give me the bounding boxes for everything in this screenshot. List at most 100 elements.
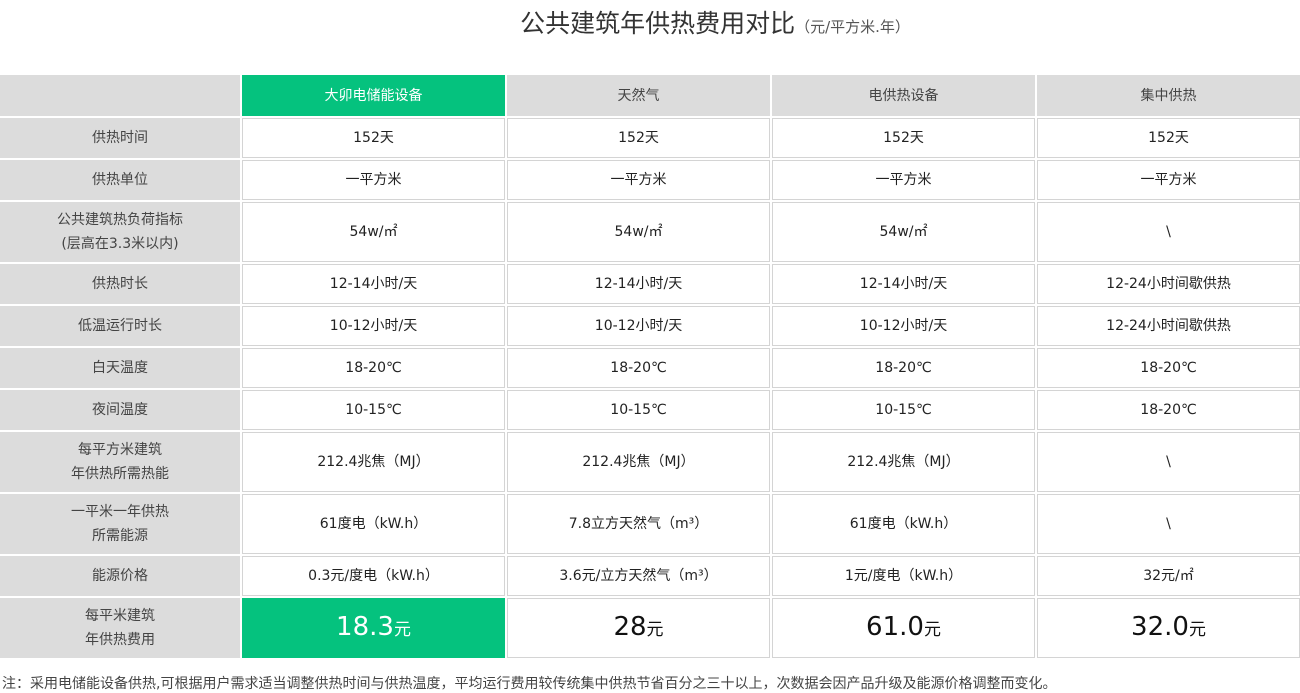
- row-label-line: 低温运行时长: [78, 318, 162, 334]
- cost-value: 28: [613, 611, 647, 642]
- table-cell: 10-15℃: [772, 390, 1035, 430]
- cost-value: 32.0: [1131, 611, 1189, 642]
- row-label-line: 所需能源: [92, 528, 148, 544]
- column-header: 天然气: [507, 75, 770, 116]
- table-row: 夜间温度 10-15℃ 10-15℃ 10-15℃ 18-20℃: [0, 390, 1300, 430]
- table-cell: 12-14小时/天: [507, 264, 770, 304]
- table-row: 供热时间 152天 152天 152天 152天: [0, 118, 1300, 158]
- comparison-table: 大卯电储能设备 天然气 电供热设备 集中供热 供热时间 152天 152天 152天 152天供…: [0, 73, 1300, 660]
- row-label: 供热时长: [0, 264, 240, 304]
- footnote: 注：采用电储能设备供热,可根据用户需求适当调整供热时间与供热温度，平均运行费用较…: [2, 676, 1057, 692]
- cost-value: 61.0: [866, 611, 924, 642]
- table-cell: 12-14小时/天: [772, 264, 1035, 304]
- table-cell: \: [1037, 432, 1300, 492]
- column-header: 电供热设备: [772, 75, 1035, 116]
- cost-cell: 32.0元: [1037, 598, 1300, 658]
- row-label-line: 能源价格: [92, 568, 148, 584]
- table-row: 一平米一年供热 所需能源 61度电（kW.h） 7.8立方天然气（m³） 61度电（kW…: [0, 494, 1300, 554]
- table-cell: 12-24小时间歇供热: [1037, 306, 1300, 346]
- page-title: 公共建筑年供热费用对比（元/平方米.年）: [0, 4, 1300, 40]
- table-cell: 61度电（kW.h）: [242, 494, 505, 554]
- table-cell: 一平方米: [242, 160, 505, 200]
- table-cell: 152天: [507, 118, 770, 158]
- table-cell: 一平方米: [1037, 160, 1300, 200]
- row-label-line: 夜间温度: [92, 402, 148, 418]
- row-label-line: 供热单位: [92, 172, 148, 188]
- table-cell: 54w/㎡: [507, 202, 770, 262]
- header-row: 大卯电储能设备 天然气 电供热设备 集中供热: [0, 75, 1300, 116]
- table-row: 低温运行时长 10-12小时/天 10-12小时/天 10-12小时/天 12-24小时…: [0, 306, 1300, 346]
- row-label: 夜间温度: [0, 390, 240, 430]
- row-label: 白天温度: [0, 348, 240, 388]
- row-label-line: 年供热所需热能: [71, 466, 169, 482]
- table-cell: 18-20℃: [1037, 390, 1300, 430]
- cost-cell: 61.0元: [772, 598, 1035, 658]
- table-cell: 一平方米: [507, 160, 770, 200]
- table-cell: 18-20℃: [507, 348, 770, 388]
- table-row: 白天温度 18-20℃ 18-20℃ 18-20℃ 18-20℃: [0, 348, 1300, 388]
- table-cell: 212.4兆焦（MJ）: [242, 432, 505, 492]
- row-label-line: 白天温度: [92, 360, 148, 376]
- table-row: 每平方米建筑 年供热所需热能 212.4兆焦（MJ） 212.4兆焦（MJ） 212.4…: [0, 432, 1300, 492]
- table-cell: 54w/㎡: [772, 202, 1035, 262]
- table-cell: 12-24小时间歇供热: [1037, 264, 1300, 304]
- row-label: 一平米一年供热 所需能源: [0, 494, 240, 554]
- table-row: 能源价格 0.3元/度电（kW.h） 3.6元/立方天然气（m³） 1元/度电（kW.…: [0, 556, 1300, 596]
- table-cell: 152天: [242, 118, 505, 158]
- table-cell: 18-20℃: [242, 348, 505, 388]
- cost-unit: 元: [923, 619, 941, 640]
- row-label-line: 一平米一年供热: [71, 504, 169, 520]
- row-label: 供热单位: [0, 160, 240, 200]
- table-cell: \: [1037, 202, 1300, 262]
- cost-cell: 28元: [507, 598, 770, 658]
- table-cell: 32元/㎡: [1037, 556, 1300, 596]
- row-label: 供热时间: [0, 118, 240, 158]
- table-row: 供热单位 一平方米 一平方米 一平方米 一平方米: [0, 160, 1300, 200]
- row-label-line: 公共建筑热负荷指标: [57, 212, 183, 228]
- column-header: 大卯电储能设备: [242, 75, 505, 116]
- table-cell: 212.4兆焦（MJ）: [507, 432, 770, 492]
- table-cell: 10-12小时/天: [507, 306, 770, 346]
- cost-cell: 18.3元: [242, 598, 505, 658]
- table-cell: 54w/㎡: [242, 202, 505, 262]
- table-cell: 7.8立方天然气（m³）: [507, 494, 770, 554]
- table-cell: 3.6元/立方天然气（m³）: [507, 556, 770, 596]
- row-label: 能源价格: [0, 556, 240, 596]
- column-header: 集中供热: [1037, 75, 1300, 116]
- table-cell: 一平方米: [772, 160, 1035, 200]
- table-row: 公共建筑热负荷指标 (层高在3.3米以内) 54w/㎡ 54w/㎡ 54w/㎡ \: [0, 202, 1300, 262]
- row-label-line: (层高在3.3米以内): [61, 236, 179, 252]
- cost-row: 每平米建筑 年供热费用 18.3元 28元 61.0元 32.0元: [0, 598, 1300, 658]
- row-label: 低温运行时长: [0, 306, 240, 346]
- table-cell: 12-14小时/天: [242, 264, 505, 304]
- table-cell: 18-20℃: [1037, 348, 1300, 388]
- table-cell: 10-15℃: [242, 390, 505, 430]
- cost-unit: 元: [1188, 619, 1206, 640]
- row-label-line: 供热时长: [92, 276, 148, 292]
- table-cell: 212.4兆焦（MJ）: [772, 432, 1035, 492]
- row-label: 公共建筑热负荷指标 (层高在3.3米以内): [0, 202, 240, 262]
- cost-unit: 元: [646, 619, 664, 640]
- table-cell: \: [1037, 494, 1300, 554]
- table-cell: 10-12小时/天: [242, 306, 505, 346]
- table-cell: 10-15℃: [507, 390, 770, 430]
- table-cell: 152天: [1037, 118, 1300, 158]
- table-cell: 152天: [772, 118, 1035, 158]
- table-cell: 0.3元/度电（kW.h）: [242, 556, 505, 596]
- row-label-line: 每平方米建筑: [78, 442, 162, 458]
- row-label-line: 年供热费用: [85, 632, 155, 648]
- row-label-line: 每平米建筑: [85, 608, 155, 624]
- table-cell: 1元/度电（kW.h）: [772, 556, 1035, 596]
- table-cell: 18-20℃: [772, 348, 1035, 388]
- cost-value: 18.3: [336, 611, 394, 642]
- table-cell: 10-12小时/天: [772, 306, 1035, 346]
- cost-unit: 元: [393, 619, 411, 640]
- row-label-line: 供热时间: [92, 130, 148, 146]
- row-label: 每平米建筑年供热费用: [0, 598, 240, 658]
- row-label: 每平方米建筑 年供热所需热能: [0, 432, 240, 492]
- title-unit: （元/平方米.年）: [795, 18, 910, 36]
- table-cell: 61度电（kW.h）: [772, 494, 1035, 554]
- table-row: 供热时长 12-14小时/天 12-14小时/天 12-14小时/天 12-24小时间歇…: [0, 264, 1300, 304]
- title-text: 公共建筑年供热费用对比: [520, 9, 796, 38]
- header-corner: [0, 75, 240, 116]
